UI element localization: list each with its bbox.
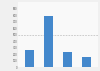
Bar (63, 52, 72, 67)
Bar (44, 16, 53, 67)
Bar (82, 57, 91, 67)
Bar (25, 50, 34, 67)
